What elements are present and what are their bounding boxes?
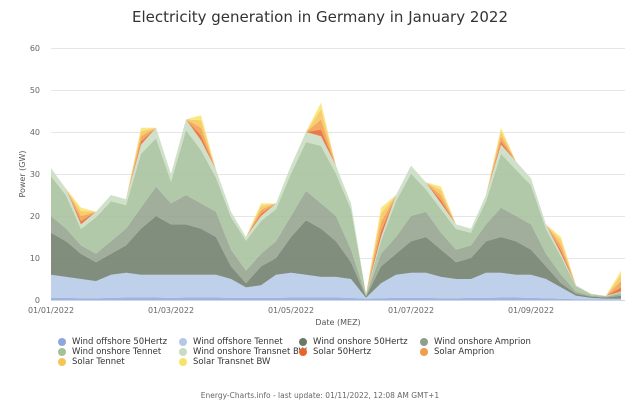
y-axis-title: Power (GW) bbox=[18, 150, 27, 197]
y-tick-label: 20 bbox=[30, 212, 40, 221]
legend-item[interactable]: Wind offshore 50Hertz bbox=[58, 337, 167, 347]
area-wind-onshore-amprion bbox=[51, 186, 621, 298]
chart-title: Electricity generation in Germany in Jan… bbox=[132, 8, 508, 26]
legend-label: Solar Amprion bbox=[434, 347, 495, 357]
legend-label: Wind onshore Tennet bbox=[72, 347, 162, 357]
legend-label: Wind offshore Tennet bbox=[193, 337, 283, 347]
legend-marker-icon bbox=[179, 348, 187, 356]
legend-marker-icon bbox=[420, 338, 428, 346]
area-wind-offshore-tennet bbox=[51, 272, 621, 300]
legend-item[interactable]: Wind onshore Tennet bbox=[58, 347, 161, 357]
area-wind-onshore-50hertz bbox=[51, 216, 621, 299]
legend-item[interactable]: Solar 50Hertz bbox=[299, 347, 371, 357]
y-tick-label: 10 bbox=[30, 254, 40, 263]
area-wind-onshore-tennet bbox=[51, 130, 621, 297]
legend-marker-icon bbox=[58, 348, 66, 356]
legend-item[interactable]: Wind onshore 50Hertz bbox=[299, 337, 408, 347]
legend-label: Wind onshore Transnet BW bbox=[193, 347, 307, 357]
legend-item[interactable]: Solar Transnet BW bbox=[179, 357, 270, 367]
x-tick-label: 01/03/2022 bbox=[148, 306, 194, 315]
legend-label: Solar 50Hertz bbox=[313, 347, 372, 357]
legend-marker-icon bbox=[58, 338, 66, 346]
x-tick-label: 01/09/2022 bbox=[508, 306, 554, 315]
footer-credit: Energy-Charts.info - last update: 01/11/… bbox=[200, 391, 440, 400]
legend-label: Solar Transnet BW bbox=[193, 357, 271, 367]
y-tick-label: 60 bbox=[30, 44, 40, 53]
legend-marker-icon bbox=[299, 348, 307, 356]
legend-item[interactable]: Solar Amprion bbox=[420, 347, 494, 357]
x-tick-label: 01/05/2022 bbox=[268, 306, 314, 315]
legend-label: Wind onshore 50Hertz bbox=[313, 337, 408, 347]
y-tick-label: 40 bbox=[30, 128, 40, 137]
legend-marker-icon bbox=[179, 338, 187, 346]
legend-item[interactable]: Solar Tennet bbox=[58, 357, 125, 367]
legend-label: Wind onshore Amprion bbox=[434, 337, 531, 347]
y-tick-label: 30 bbox=[30, 170, 40, 179]
x-tick-label: 01/01/2022 bbox=[28, 306, 74, 315]
legend-marker-icon bbox=[299, 338, 307, 346]
x-tick-label: 01/07/2022 bbox=[388, 306, 434, 315]
legend-item[interactable]: Wind onshore Transnet BW bbox=[179, 347, 307, 357]
legend-label: Wind offshore 50Hertz bbox=[72, 337, 168, 347]
area-wind-offshore-50hertz bbox=[51, 297, 621, 300]
legend-marker-icon bbox=[179, 358, 187, 366]
legend-label: Solar Tennet bbox=[72, 357, 125, 367]
y-tick-label: 50 bbox=[30, 86, 40, 95]
stacked-areas bbox=[51, 102, 621, 300]
x-tick-labels: 01/01/2022 01/03/2022 01/05/2022 01/07/2022… bbox=[28, 306, 554, 315]
y-tick-label: 0 bbox=[35, 296, 40, 305]
legend-item[interactable]: Wind onshore Amprion bbox=[420, 337, 531, 347]
legend-marker-icon bbox=[58, 358, 66, 366]
legend-marker-icon bbox=[420, 348, 428, 356]
y-tick-labels: 0 10 20 30 40 50 60 bbox=[30, 44, 40, 305]
x-axis-title: Date (MEZ) bbox=[315, 318, 360, 327]
legend-item[interactable]: Wind offshore Tennet bbox=[179, 337, 283, 347]
